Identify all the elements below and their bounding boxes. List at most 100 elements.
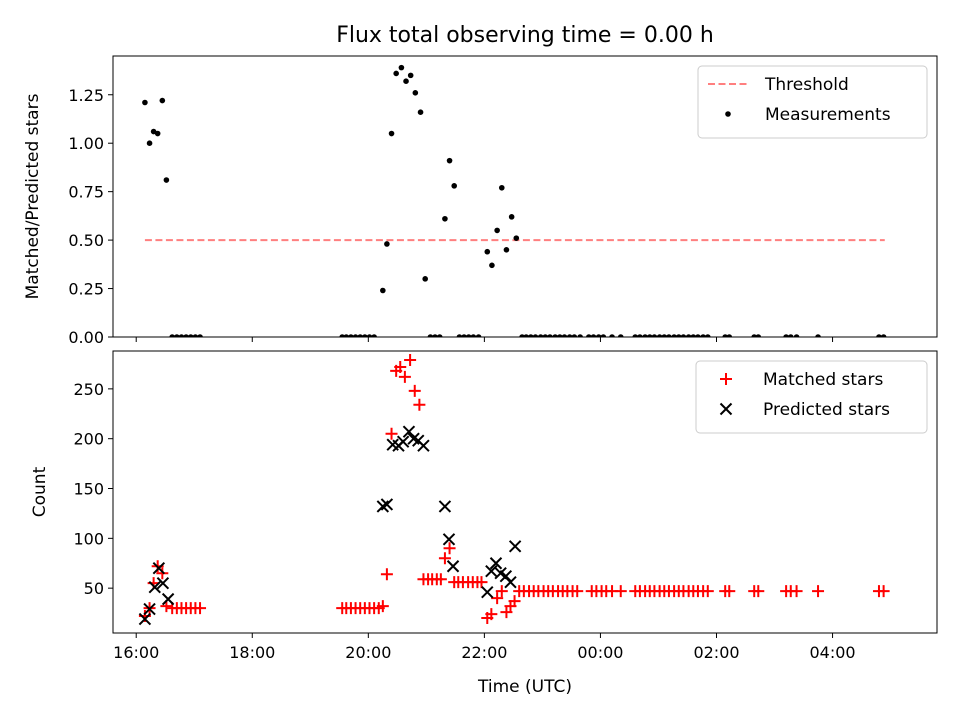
measurement-point xyxy=(169,334,175,337)
measurement-point xyxy=(542,334,549,337)
legend-matched-swatch xyxy=(720,373,732,385)
count-x-tick-label: 18:00 xyxy=(229,643,275,662)
measurement-point xyxy=(465,334,472,337)
measurement-point xyxy=(362,334,368,337)
ratio-plot-area xyxy=(142,64,887,337)
measurement-point xyxy=(675,334,682,337)
predicted-star-point xyxy=(417,439,430,452)
matched-star-point xyxy=(495,585,508,598)
ratio-axes-frame xyxy=(112,55,938,338)
measurement-point xyxy=(422,276,428,282)
measurement-point xyxy=(178,334,185,337)
count-x-tick-label: 16:00 xyxy=(113,643,159,662)
predicted-star-point xyxy=(504,575,517,589)
measurement-point xyxy=(700,334,706,337)
measurement-point xyxy=(661,334,668,337)
measurement-point xyxy=(412,90,419,96)
measurement-point xyxy=(417,109,424,115)
predicted-star-point xyxy=(380,498,394,511)
matched-star-point xyxy=(394,360,407,373)
predicted-star-point xyxy=(152,562,166,575)
ratio-y-tick-label: 0.50 xyxy=(68,231,104,250)
legend-label: Matched stars xyxy=(763,370,883,390)
measurement-point xyxy=(532,334,539,337)
ratio-y-tick-label: 1.25 xyxy=(68,86,104,105)
matched-star-point xyxy=(614,585,627,598)
matched-star-point xyxy=(404,353,417,366)
measurement-point xyxy=(403,78,409,84)
matched-star-point xyxy=(385,427,398,440)
legend-label: Measurements xyxy=(765,105,891,125)
measurement-point xyxy=(537,334,544,337)
matched-star-point xyxy=(443,542,456,555)
measurement-point xyxy=(388,130,395,137)
measurement-point xyxy=(656,334,663,337)
measurement-point xyxy=(174,334,180,337)
matched-star-point xyxy=(475,576,488,589)
measurement-point xyxy=(446,157,453,164)
predicted-star-point xyxy=(489,557,503,570)
measurement-point xyxy=(651,334,658,337)
predicted-star-point xyxy=(156,576,170,590)
matched-star-point xyxy=(434,573,447,586)
ratio-y-tick-label: 0.75 xyxy=(68,183,104,202)
measurement-point xyxy=(461,334,467,337)
predicted-star-point xyxy=(485,565,498,578)
matched-star-point xyxy=(438,552,451,565)
ratio-y-tick-label: 0.25 xyxy=(68,280,104,299)
measurement-point xyxy=(384,241,390,247)
matched-star-point xyxy=(790,585,803,598)
measurement-point xyxy=(726,334,733,337)
measurement-point xyxy=(398,64,405,71)
measurement-point xyxy=(552,334,558,337)
count-y-tick-label: 200 xyxy=(73,430,104,449)
measurement-point xyxy=(680,334,687,337)
count-x-tick-label: 00:00 xyxy=(577,643,623,662)
matched-star-point xyxy=(508,595,521,608)
measurement-point xyxy=(671,334,677,337)
measurement-point xyxy=(617,334,624,337)
measurement-point xyxy=(632,334,639,337)
matched-star-point xyxy=(571,585,584,598)
measurement-point xyxy=(508,214,515,220)
measurement-point xyxy=(566,334,573,337)
predicted-star-point xyxy=(143,602,156,616)
measurement-point xyxy=(348,334,354,337)
measurement-point xyxy=(637,334,643,337)
ratio-y-tick-label: 1.00 xyxy=(68,134,104,153)
measurement-point xyxy=(586,334,592,337)
measurement-point xyxy=(187,334,194,337)
measurement-point xyxy=(475,334,482,337)
predicted-star-point xyxy=(396,435,410,448)
matched-star-point xyxy=(812,585,825,598)
ratio-y-axis-label: Matched/Predicted stars xyxy=(23,93,43,299)
measurement-point xyxy=(528,334,534,337)
measurement-point xyxy=(163,177,170,183)
count-y-tick-label: 250 xyxy=(73,380,104,399)
legend-label: Threshold xyxy=(764,75,849,95)
measurement-point xyxy=(456,334,463,337)
measurement-point xyxy=(494,227,500,234)
measurement-point xyxy=(489,262,495,269)
measurement-point xyxy=(366,334,373,337)
measurement-point xyxy=(142,99,148,106)
figure-title: Flux total observing time = 0.00 h xyxy=(336,23,714,48)
count-x-tick-label: 02:00 xyxy=(693,643,739,662)
matched-star-point xyxy=(156,567,169,580)
matched-star-point xyxy=(413,398,426,411)
measurement-point xyxy=(442,215,448,222)
measurement-point xyxy=(357,334,363,337)
count-plot-area xyxy=(138,353,890,626)
measurement-point xyxy=(470,334,477,337)
measurement-point xyxy=(577,334,583,337)
measurement-point xyxy=(146,140,153,147)
matched-star-point xyxy=(194,602,207,615)
measurement-point xyxy=(690,334,697,337)
count-series-plus xyxy=(138,353,890,625)
measurement-point xyxy=(513,235,520,241)
matched-star-point xyxy=(376,600,389,613)
matched-star-point xyxy=(701,585,714,598)
measurement-point xyxy=(571,334,578,337)
measurement-point xyxy=(393,70,399,77)
